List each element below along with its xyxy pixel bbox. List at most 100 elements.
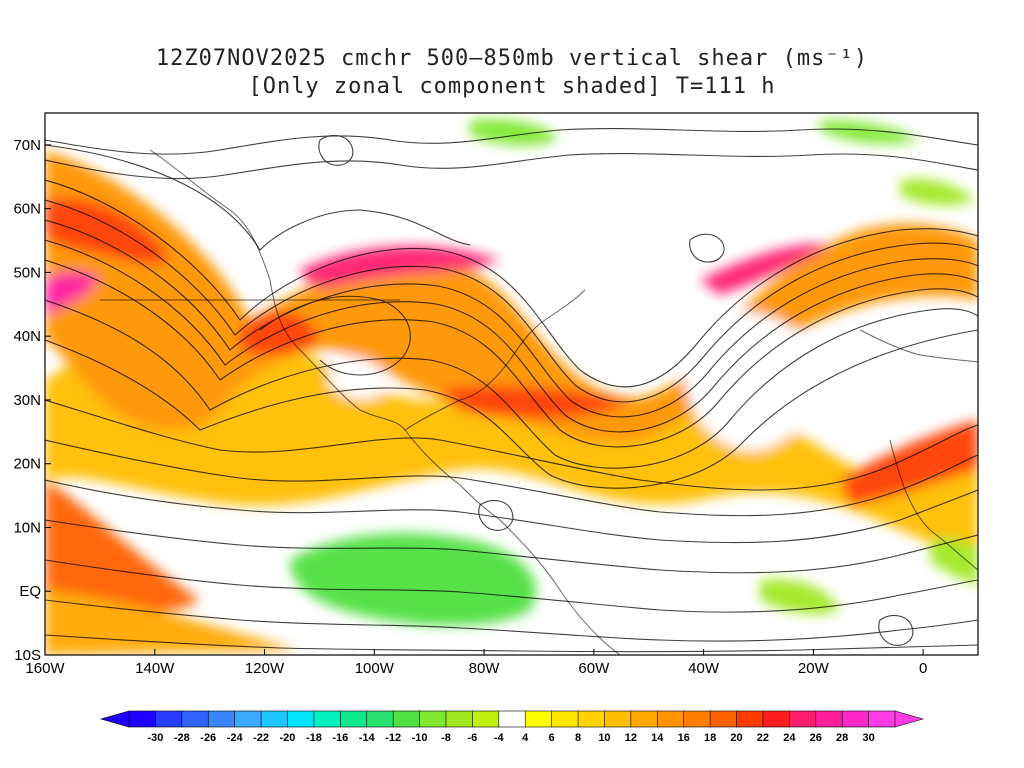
- weak-shear-hudson: [555, 140, 627, 226]
- weak-shear-eastern-tropical: [560, 517, 660, 594]
- colorbar-swatch: [604, 710, 632, 728]
- shear-core-tropical-pacific: [45, 480, 200, 612]
- lon-tick-label: 120W: [245, 660, 285, 677]
- colorbar-label: 20: [730, 732, 742, 744]
- longitude-axis: 160W 140W 120W 100W 80W 60W 40W 20W 0: [25, 649, 927, 677]
- colorbar-label: 10: [598, 732, 610, 744]
- lon-tick-label: 0: [919, 660, 927, 677]
- lat-tick-label: 40N: [13, 328, 41, 345]
- lon-tick-label: 100W: [355, 660, 395, 677]
- colorbar-label: 4: [522, 732, 529, 744]
- colorbar-label: -16: [332, 732, 348, 744]
- colorbar-label: 14: [651, 732, 664, 744]
- lat-tick-label: EQ: [19, 583, 41, 600]
- lat-tick-label: 60N: [13, 201, 41, 218]
- shear-band-jet: [45, 150, 978, 443]
- colorbar-swatch: [736, 710, 764, 728]
- colorbar-swatch: [815, 710, 843, 728]
- colorbar-swatch: [630, 710, 658, 728]
- colorbar-swatch: [551, 710, 579, 728]
- colorbar-swatch: [656, 710, 685, 728]
- colorbar-label: -26: [200, 732, 216, 744]
- colorbar-label: 6: [549, 732, 555, 744]
- negative-shear-africa: [930, 538, 978, 585]
- colorbar-swatch: [366, 710, 394, 728]
- colorbar-swatch: [709, 710, 738, 728]
- colorbar-label: -20: [280, 732, 296, 744]
- negative-shear-greenland: [900, 178, 975, 206]
- colorbar-label: -14: [359, 732, 376, 744]
- colorbar-swatch: [260, 710, 289, 728]
- shear-core-atlantic: [440, 385, 630, 419]
- colorbar-swatch: [207, 710, 236, 728]
- negative-shear-south-atlantic: [760, 579, 840, 615]
- colorbar-swatch: [789, 710, 817, 728]
- colorbar-min-arrow: [99, 710, 130, 728]
- coastline-layer: [99, 149, 978, 655]
- colorbar-label: -10: [412, 732, 428, 744]
- colorbar-label: 26: [810, 732, 822, 744]
- lon-tick-label: 40W: [688, 660, 720, 677]
- negative-shear-north-atlantic: [820, 119, 920, 145]
- chart-title: 12Z07NOV2025 cmchr 500–850mb vertical sh…: [155, 46, 869, 71]
- colorbar-label: 28: [836, 732, 848, 744]
- colorbar-label: 30: [862, 732, 874, 744]
- colorbar-swatch: [498, 710, 526, 728]
- colorbar-swatch: [868, 710, 896, 728]
- colorbar-label: 16: [678, 732, 690, 744]
- streamlines-layer: [45, 128, 978, 653]
- colorbar-label: -30: [147, 732, 163, 744]
- colorbar-label: 12: [625, 732, 637, 744]
- lat-tick-label: 50N: [13, 264, 41, 281]
- lon-tick-label: 160W: [25, 660, 65, 677]
- lon-tick-label: 60W: [578, 660, 610, 677]
- colorbar-label: -28: [174, 732, 190, 744]
- shear-core-pacific-magenta: [45, 271, 100, 315]
- colorbar-swatch: [313, 710, 341, 728]
- colorbar-label: 24: [783, 732, 796, 744]
- colorbar-label: -4: [494, 732, 505, 744]
- colorbar-swatch: [524, 710, 553, 728]
- colorbar-label: -22: [253, 732, 269, 744]
- colorbar-swatch: [340, 710, 368, 728]
- lon-tick-label: 140W: [135, 660, 175, 677]
- colorbar-label: -18: [306, 732, 322, 744]
- colorbar-swatch: [287, 710, 315, 728]
- colorbar-swatch: [155, 710, 183, 728]
- lat-tick-label: 70N: [13, 137, 41, 154]
- lat-tick-label: 10S: [14, 647, 41, 664]
- colorbar: -30 -28 -26 -24 -22 -20 -18 -16 -14 -12 -10 -8 -6 -4 4…: [99, 710, 925, 744]
- lat-tick-label: 10N: [13, 519, 41, 536]
- weak-shear-central-atlantic: [685, 312, 817, 451]
- colorbar-swatch: [472, 710, 500, 728]
- colorbar-swatch: [181, 710, 209, 728]
- colorbar-swatch: [128, 710, 157, 728]
- colorbar-swatch: [683, 710, 711, 728]
- chart-subtitle: [Only zonal component shaded] T=111 h: [248, 74, 776, 99]
- colorbar-label: -6: [467, 732, 477, 744]
- colorbar-swatch: [577, 710, 606, 728]
- colorbar-label: -24: [227, 732, 244, 744]
- colorbar-label: 18: [704, 732, 716, 744]
- map-frame: [44, 112, 979, 656]
- colorbar-swatch: [841, 710, 870, 728]
- latitude-axis: 10S EQ 10N 20N 30N 40N 50N 60N 70N: [13, 137, 51, 664]
- colorbar-swatch: [234, 710, 262, 728]
- colorbar-swatch: [445, 710, 473, 728]
- shear-core-east-atlantic: [840, 420, 978, 505]
- lon-tick-label: 20W: [798, 660, 830, 677]
- lat-tick-label: 20N: [13, 456, 41, 473]
- colorbar-max-arrow: [894, 710, 925, 728]
- colorbar-label: 22: [757, 732, 769, 744]
- map-plot-area: [45, 113, 978, 655]
- colorbar-swatch: [762, 710, 790, 728]
- negative-shear-tropics: [290, 532, 537, 626]
- shear-core-ne-pacific: [45, 198, 170, 264]
- lon-tick-label: 80W: [469, 660, 501, 677]
- colorbar-label: -8: [441, 732, 451, 744]
- lat-tick-label: 30N: [13, 392, 41, 409]
- colorbar-swatch: [419, 710, 447, 728]
- shear-core-north-atlantic: [700, 244, 830, 295]
- colorbar-label: 8: [575, 732, 581, 744]
